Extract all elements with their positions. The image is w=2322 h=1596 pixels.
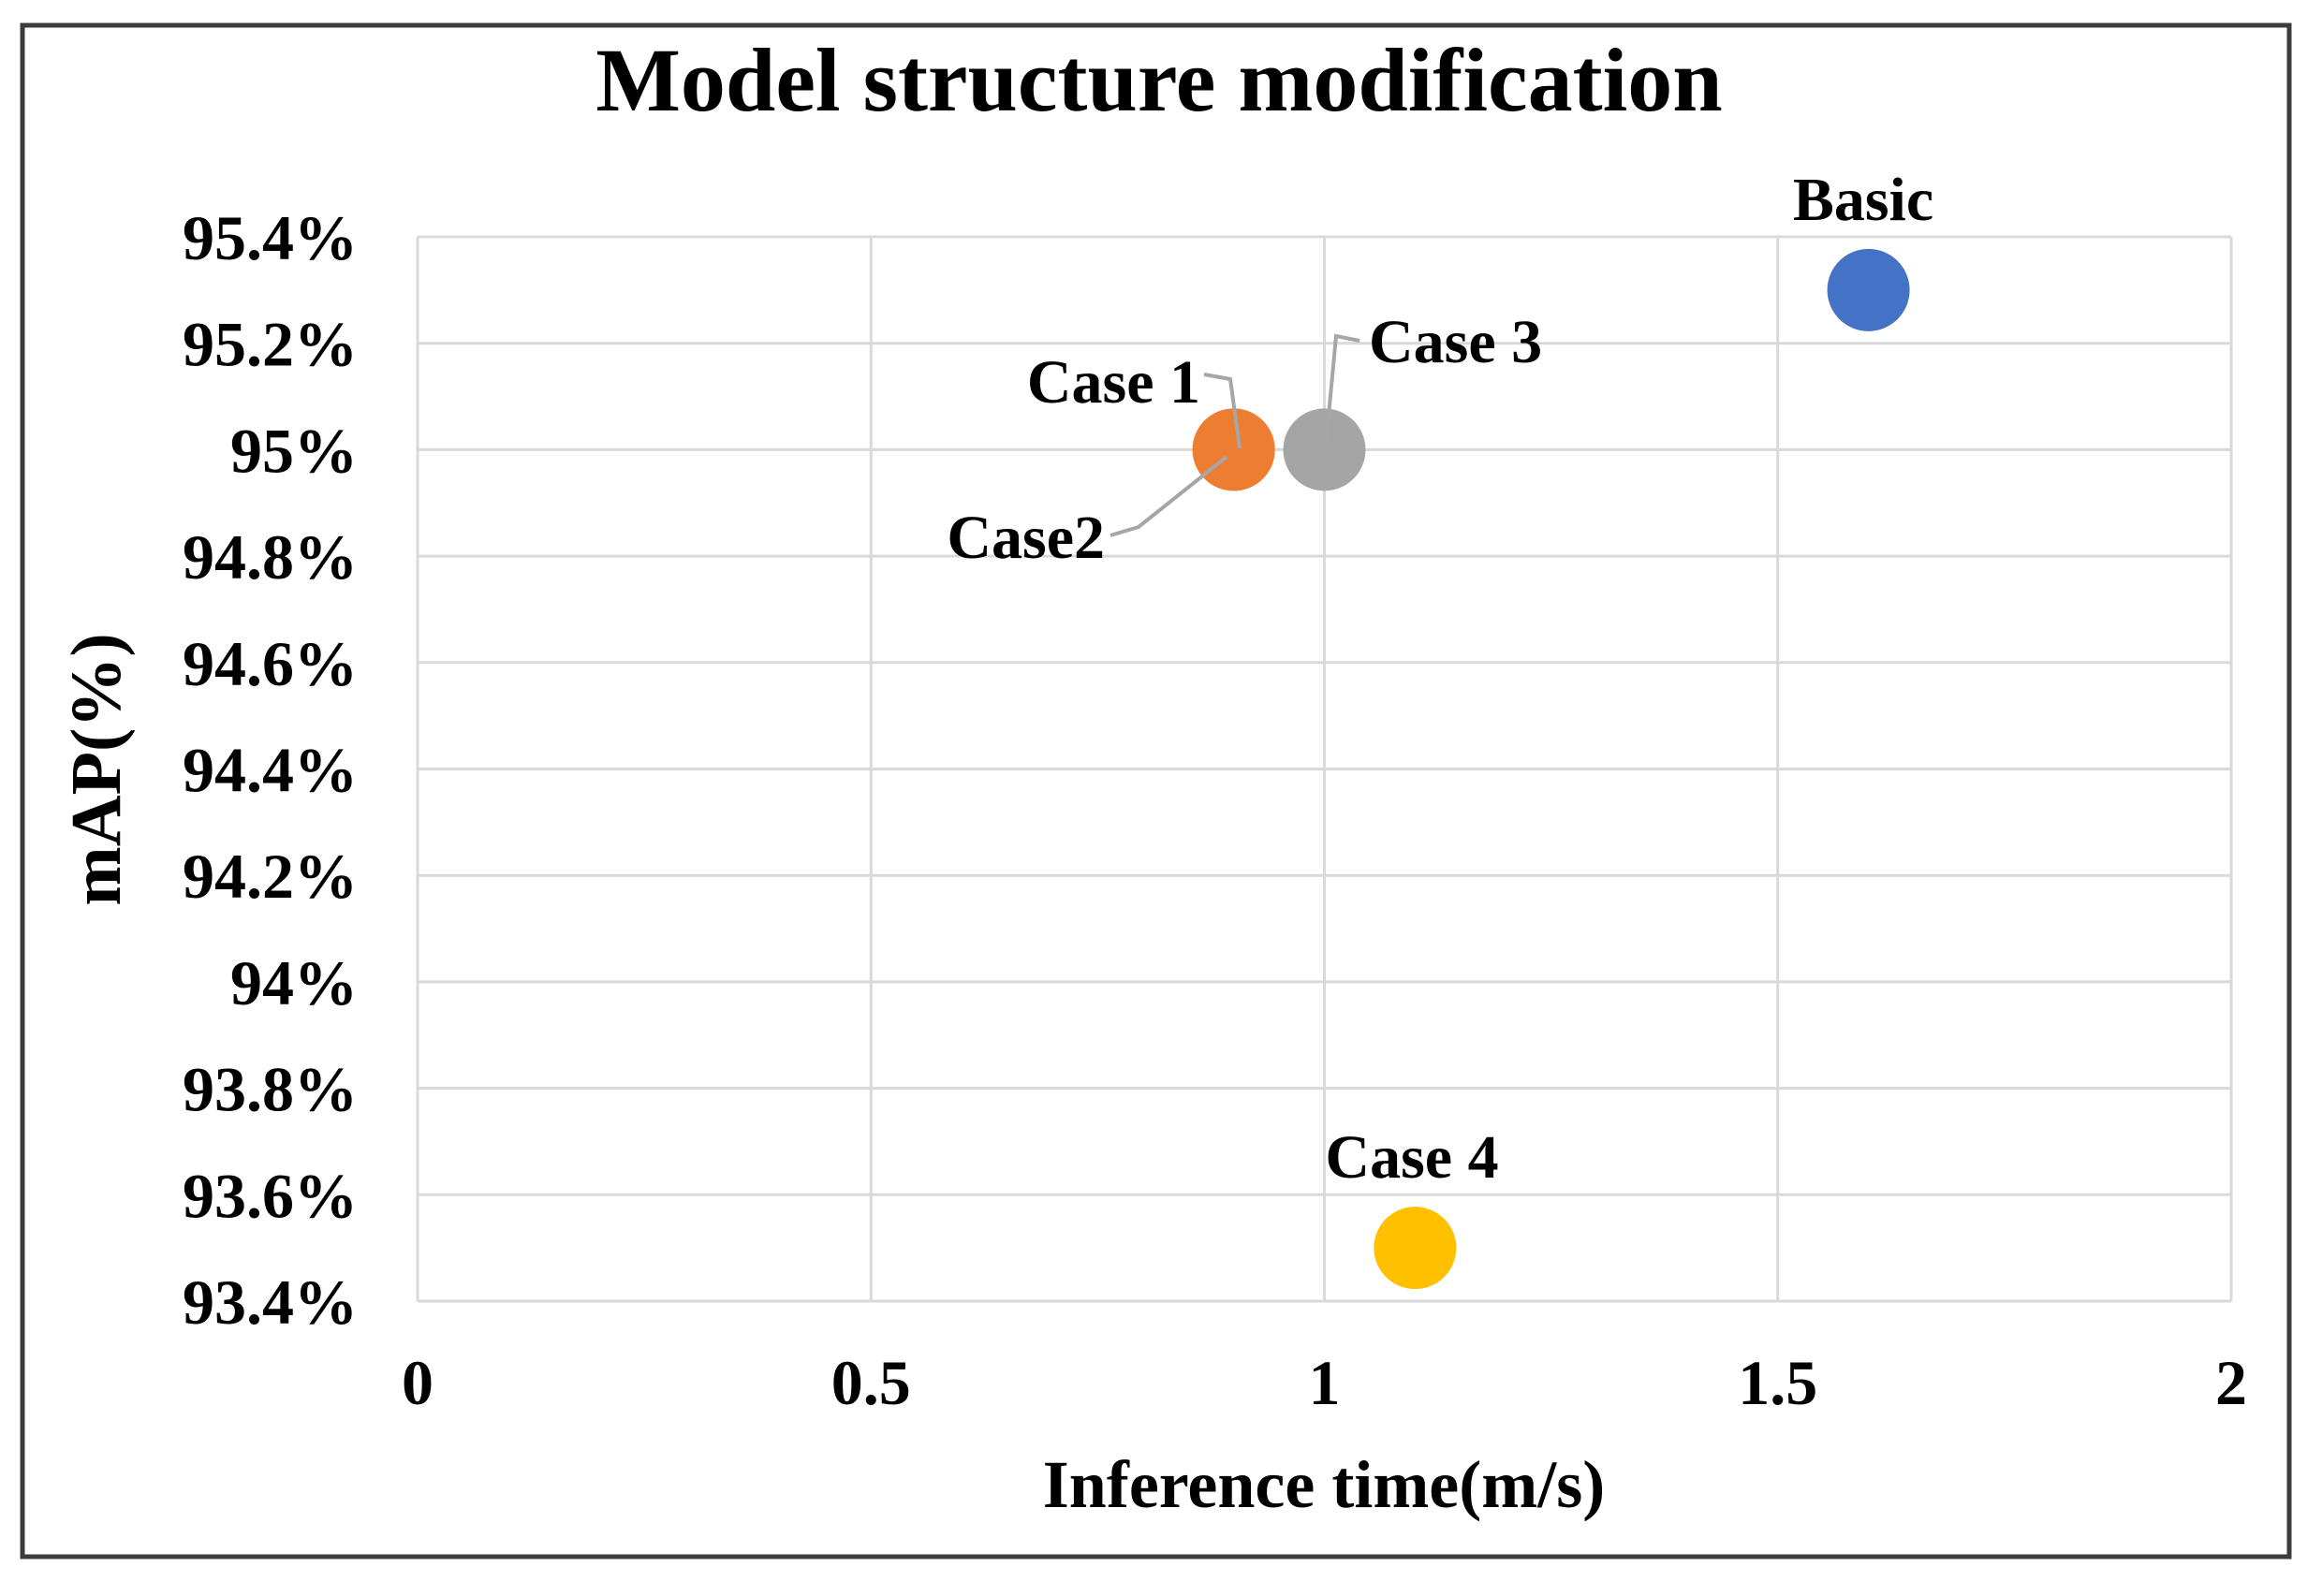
y-tick-label: 93.8% <box>183 1054 358 1125</box>
y-tick-label: 94.4% <box>183 735 358 806</box>
point-label-case2: Case2 <box>947 504 1105 572</box>
x-tick-label: 0.5 <box>831 1347 911 1418</box>
data-point-labels: Basic Case2 Case 1 Case 3 Case 4 <box>947 166 1933 1192</box>
point-label-case-3: Case 3 <box>1369 308 1542 376</box>
leader-line-case2 <box>1110 455 1228 537</box>
y-tick-label: 94.6% <box>183 628 358 699</box>
leader-line-case-1 <box>1203 373 1242 449</box>
gridlines <box>416 235 2233 1303</box>
y-tick-label: 95% <box>230 415 358 486</box>
x-axis-title: Inference time(m/s) <box>1043 1447 1605 1522</box>
data-point-case-1 <box>1192 408 1275 491</box>
y-tick-label: 94.8% <box>183 521 358 593</box>
figure-border <box>20 22 2292 1559</box>
label-leader-lines <box>1110 333 1360 537</box>
y-tick-label: 95.2% <box>183 309 358 380</box>
data-point-case-4 <box>1374 1207 1457 1290</box>
x-tick-label: 0 <box>402 1347 434 1418</box>
x-tick-label: 1 <box>1309 1347 1341 1418</box>
y-tick-label: 93.4% <box>183 1267 358 1338</box>
point-label-case-4: Case 4 <box>1325 1123 1498 1192</box>
leader-line-case-3 <box>1324 333 1360 447</box>
x-tick-label: 1.5 <box>1738 1347 1817 1418</box>
chart-title: Model structure modification <box>595 30 1722 130</box>
data-point-basic <box>1827 248 1910 331</box>
y-tick-label: 94% <box>230 947 358 1018</box>
y-axis-title: mAP(%) <box>57 633 136 905</box>
data-points <box>1192 248 1910 1290</box>
x-tick-label: 2 <box>2215 1347 2247 1418</box>
y-tick-label: 94.2% <box>183 841 358 912</box>
data-point-case-3 <box>1283 408 1366 491</box>
y-tick-label: 95.4% <box>183 202 358 273</box>
x-axis-tick-labels: 0 0.5 1 1.5 2 <box>402 1347 2247 1418</box>
point-label-case-1: Case 1 <box>1027 348 1200 417</box>
y-tick-label: 93.6% <box>183 1160 358 1231</box>
y-axis-tick-labels: 95.4% 95.2% 95% 94.8% 94.6% 94.4% 94.2% 94% 93.8… <box>183 202 358 1338</box>
point-label-basic: Basic <box>1793 166 1933 234</box>
